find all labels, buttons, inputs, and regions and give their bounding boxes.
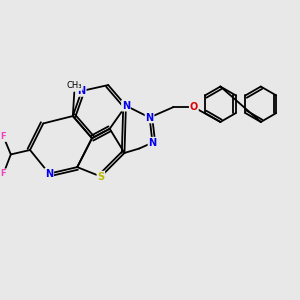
Text: N: N	[45, 169, 53, 178]
Text: N: N	[148, 138, 157, 148]
Text: F: F	[1, 132, 6, 141]
Text: CH₃: CH₃	[67, 82, 82, 91]
Text: S: S	[97, 172, 104, 182]
Text: N: N	[146, 112, 154, 122]
Text: N: N	[78, 86, 86, 96]
Text: N: N	[122, 101, 130, 111]
Text: F: F	[1, 169, 6, 178]
Text: O: O	[190, 102, 198, 112]
